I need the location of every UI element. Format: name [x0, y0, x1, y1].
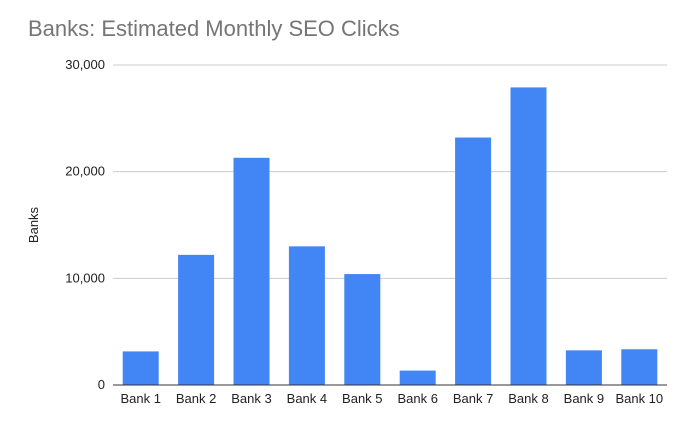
x-tick-label: Bank 6: [397, 391, 437, 406]
x-tick-label: Bank 5: [342, 391, 382, 406]
y-tick-label: 10,000: [65, 270, 105, 285]
bar-bank-2: [178, 254, 215, 385]
bar-bank-8: [510, 87, 547, 386]
bar-bank-9: [565, 350, 602, 385]
bar-bank-5: [344, 274, 381, 385]
x-tick-label: Bank 2: [176, 391, 216, 406]
chart-title: Banks: Estimated Monthly SEO Clicks: [28, 16, 400, 41]
y-axis-ticks: 0 10,000 20,000 30,000: [65, 57, 105, 392]
bar-bank-1: [122, 351, 159, 385]
bar-bank-3: [233, 157, 270, 385]
bar-bank-7: [455, 137, 492, 385]
y-tick-label: 30,000: [65, 57, 105, 72]
x-tick-label: Bank 10: [615, 391, 663, 406]
x-tick-label: Bank 4: [287, 391, 327, 406]
y-tick-label: 20,000: [65, 164, 105, 179]
bar-bank-4: [288, 246, 325, 385]
x-tick-label: Bank 9: [564, 391, 604, 406]
x-tick-label: Bank 1: [120, 391, 160, 406]
gridlines: [113, 64, 667, 279]
x-tick-label: Bank 8: [508, 391, 548, 406]
x-axis-ticks: Bank 1 Bank 2 Bank 3 Bank 4 Bank 5 Bank 6 Bank…: [120, 391, 663, 406]
bars: [122, 87, 658, 386]
bar-bank-6: [399, 370, 436, 385]
x-tick-label: Bank 7: [453, 391, 493, 406]
bar-bank-10: [621, 349, 658, 385]
y-tick-label: 0: [98, 377, 105, 392]
x-tick-label: Bank 3: [231, 391, 271, 406]
y-axis-label: Banks: [26, 206, 41, 243]
